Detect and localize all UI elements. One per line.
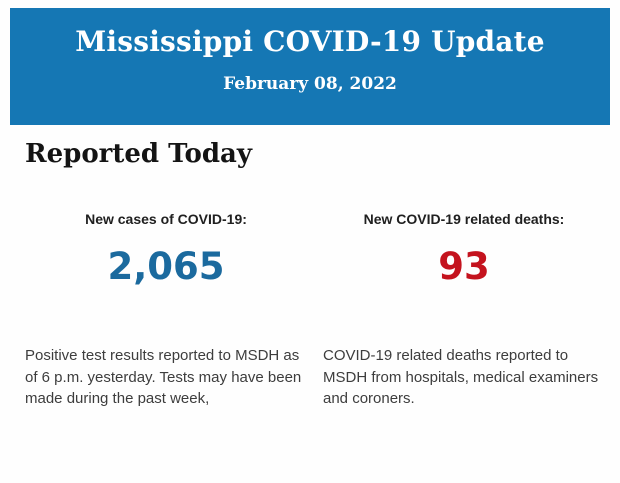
page-title: Mississippi COVID-19 Update [75, 25, 545, 58]
new-deaths-label: New COVID-19 related deaths: [363, 211, 565, 227]
stats-grid: New cases of COVID-19: 2,065 Positive te… [25, 211, 605, 410]
header-banner: Mississippi COVID-19 Update February 08,… [10, 8, 610, 125]
section-heading: Reported Today [25, 139, 252, 169]
new-cases-value: 2,065 [107, 245, 225, 288]
stat-new-deaths: New COVID-19 related deaths: 93 COVID-19… [323, 211, 605, 410]
stat-new-cases: New cases of COVID-19: 2,065 Positive te… [25, 211, 307, 410]
new-deaths-value: 93 [438, 245, 490, 288]
new-cases-label: New cases of COVID-19: [85, 211, 247, 227]
header-date: February 08, 2022 [223, 73, 397, 94]
new-cases-description: Positive test results reported to MSDH a… [25, 347, 302, 407]
new-deaths-description: COVID-19 related deaths reported to MSDH… [323, 347, 599, 407]
